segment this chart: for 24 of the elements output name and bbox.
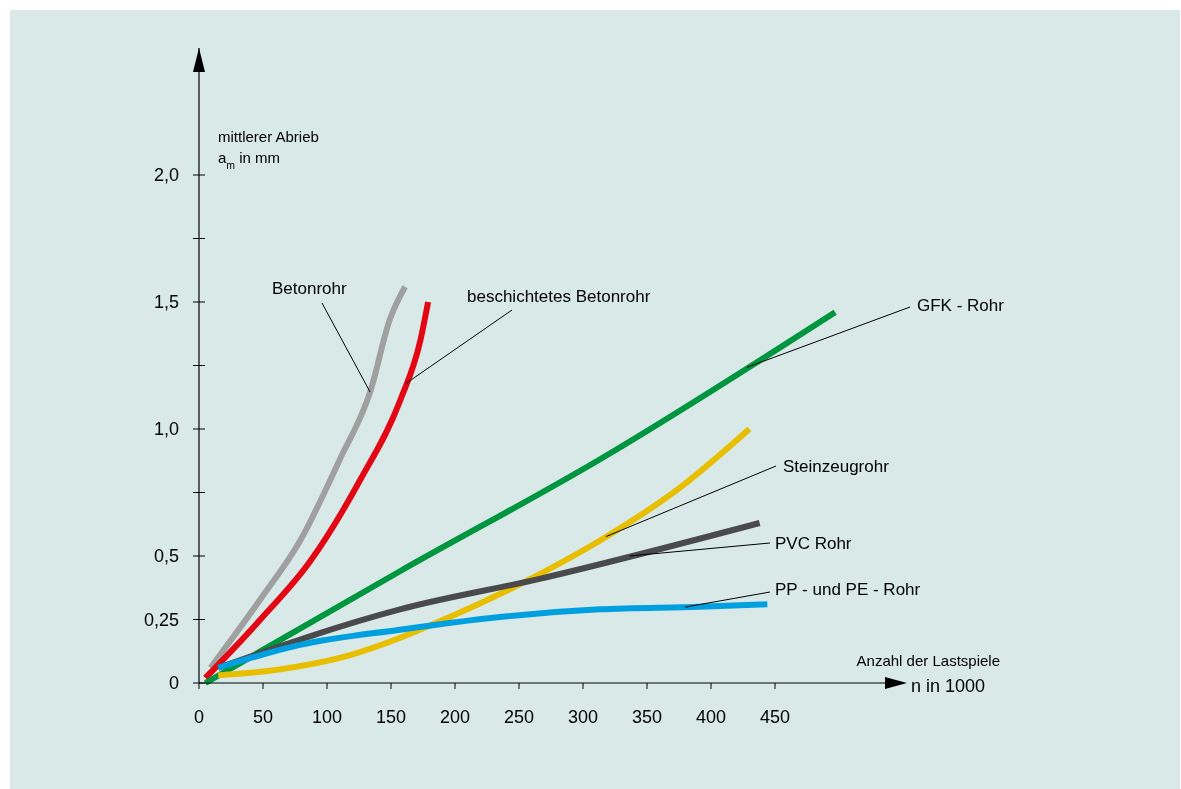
y-tick-label: 0 xyxy=(168,673,179,693)
text: beschichtetes Betonrohr xyxy=(467,287,651,306)
y-axis-title: mittlerer Abrieb a$_{m}$ in mm xyxy=(218,128,319,171)
x-tick-label: 0 xyxy=(193,707,205,727)
y-tick-label: 1,5 xyxy=(153,292,179,312)
x-axis-title: Anzahl der Lastspiele n in 1000 xyxy=(856,652,1000,696)
x-tick-label: 450 xyxy=(759,707,791,727)
x-tick-label: 250 xyxy=(503,707,535,727)
text: Steinzeugrohr xyxy=(783,457,890,476)
x-tick-label: 100 xyxy=(311,707,343,727)
series-label: PP - und PE - Rohr xyxy=(775,580,921,599)
y-tick-label: 1,0 xyxy=(153,419,179,439)
text: Betonrohr xyxy=(272,279,347,298)
y-tick-label: 0,25 xyxy=(143,609,179,630)
x-tick-label: 350 xyxy=(631,707,663,727)
text: GFK - Rohr xyxy=(917,296,1005,315)
y-tick-label: 2,0 xyxy=(153,165,179,185)
x-tick-label: 50 xyxy=(252,707,274,727)
x-tick-label: 300 xyxy=(567,707,599,727)
x-tick-label: 150 xyxy=(375,707,407,727)
x-tick-label: 400 xyxy=(695,707,727,727)
y-tick-label: 0,5 xyxy=(153,546,179,566)
x-tick-label: 200 xyxy=(439,707,471,727)
series-label: PVC Rohr xyxy=(775,534,852,553)
